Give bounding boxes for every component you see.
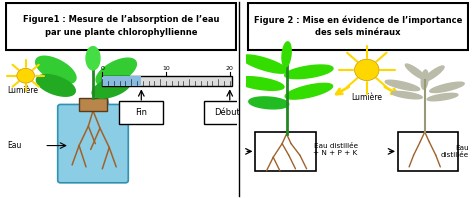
Polygon shape (285, 83, 333, 99)
FancyBboxPatch shape (102, 76, 141, 86)
Polygon shape (423, 66, 444, 82)
Text: Lumière: Lumière (7, 86, 38, 95)
Text: Eau
distillée: Eau distillée (441, 145, 469, 158)
Polygon shape (421, 70, 428, 89)
Circle shape (355, 59, 379, 81)
Polygon shape (241, 55, 287, 73)
FancyBboxPatch shape (255, 132, 316, 171)
Text: Figure1 : Mesure de l’absorption de l’eau
par une plante chlorophyllienne: Figure1 : Mesure de l’absorption de l’ea… (23, 15, 219, 37)
FancyBboxPatch shape (6, 3, 236, 49)
Text: Figure 2 : Mise en évidence de l’importance
des sels minéraux: Figure 2 : Mise en évidence de l’importa… (254, 15, 462, 37)
FancyBboxPatch shape (398, 132, 458, 171)
Text: 20: 20 (226, 66, 234, 71)
Polygon shape (392, 91, 422, 99)
Text: 0: 0 (100, 66, 104, 71)
Text: Eau: Eau (7, 141, 21, 150)
FancyBboxPatch shape (58, 104, 128, 183)
FancyBboxPatch shape (79, 98, 107, 111)
Polygon shape (430, 82, 464, 92)
Text: Eau distillée
+ N + P + K: Eau distillée + N + P + K (313, 143, 358, 156)
FancyBboxPatch shape (204, 101, 251, 124)
Polygon shape (36, 75, 75, 96)
FancyBboxPatch shape (247, 3, 468, 49)
Polygon shape (285, 65, 333, 79)
Polygon shape (249, 97, 289, 109)
Polygon shape (36, 56, 76, 84)
Polygon shape (92, 77, 131, 98)
Polygon shape (282, 42, 291, 67)
Text: Début: Début (215, 108, 240, 117)
Text: Lumière: Lumière (351, 93, 383, 102)
Text: 10: 10 (162, 66, 170, 71)
Polygon shape (236, 77, 284, 90)
Polygon shape (405, 64, 426, 80)
Polygon shape (427, 93, 458, 101)
FancyBboxPatch shape (119, 101, 164, 124)
FancyBboxPatch shape (102, 76, 232, 86)
Circle shape (17, 68, 35, 83)
Polygon shape (385, 80, 419, 91)
Text: Fin: Fin (135, 108, 147, 117)
Polygon shape (96, 58, 137, 86)
Polygon shape (86, 47, 100, 70)
